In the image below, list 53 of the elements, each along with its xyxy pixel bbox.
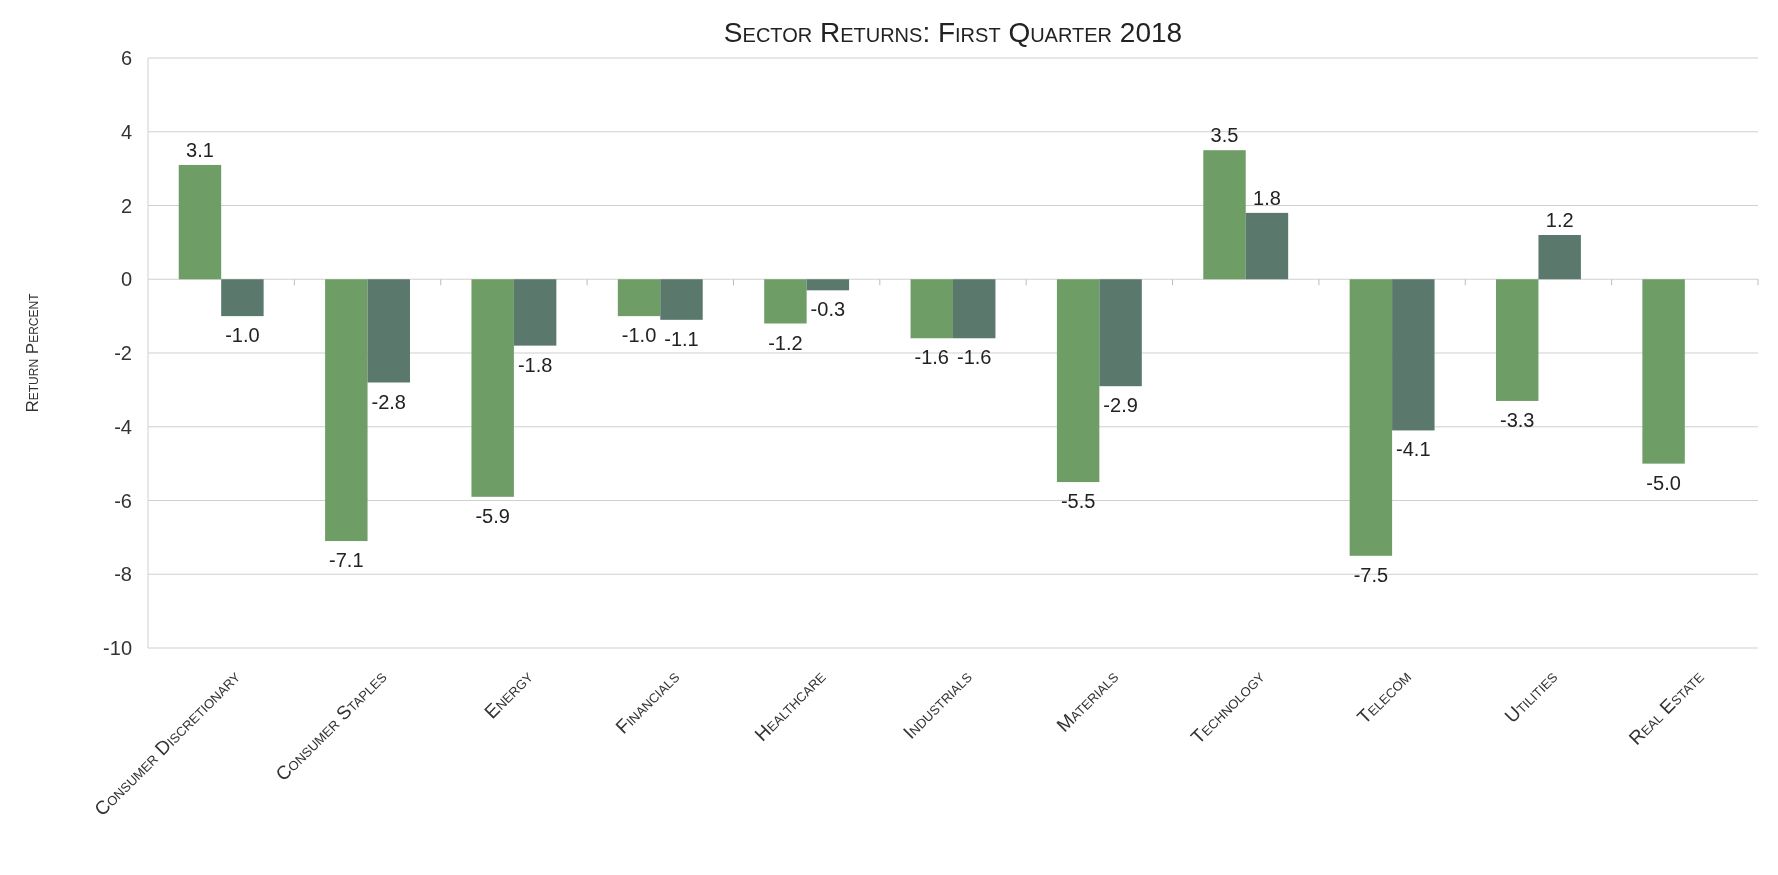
bar xyxy=(764,279,807,324)
bar xyxy=(660,279,703,320)
data-label: -7.1 xyxy=(329,549,364,572)
data-label: -7.5 xyxy=(1353,563,1389,586)
y-tick-label: 0 xyxy=(120,268,132,291)
y-tick-label: 6 xyxy=(120,47,132,69)
bar xyxy=(1245,212,1289,280)
data-label: -1.6 xyxy=(914,346,950,369)
bar xyxy=(1642,279,1685,464)
bar xyxy=(367,279,410,383)
data-label: -1.0 xyxy=(621,324,657,347)
y-tick-label: -2 xyxy=(114,342,132,364)
y-tick-label: -6 xyxy=(114,489,132,512)
data-label: -1.6 xyxy=(956,346,992,369)
y-tick-label: 2 xyxy=(120,194,132,217)
bar xyxy=(1349,279,1393,556)
y-axis-title: Return Percent xyxy=(23,292,42,413)
bar xyxy=(910,279,953,339)
bar xyxy=(1099,279,1142,387)
y-tick-label: -10 xyxy=(103,637,132,659)
bar xyxy=(471,279,514,497)
data-label: -5.9 xyxy=(475,504,510,527)
data-label: -1.1 xyxy=(664,327,699,350)
bar xyxy=(806,279,850,291)
data-label: 3.1 xyxy=(186,138,214,161)
bar xyxy=(178,164,222,280)
data-label: -5.5 xyxy=(1060,490,1096,513)
data-label: 1.2 xyxy=(1545,209,1574,231)
data-label: -1.0 xyxy=(225,324,260,347)
bar xyxy=(1538,235,1581,280)
data-label: 1.8 xyxy=(1253,186,1281,209)
data-label: -2.9 xyxy=(1103,394,1138,417)
bar xyxy=(617,279,661,317)
data-label: -1.2 xyxy=(768,331,803,354)
y-tick-label: 4 xyxy=(120,120,132,143)
bar xyxy=(221,279,264,317)
data-label: -4.1 xyxy=(1396,438,1431,461)
y-tick-label: -8 xyxy=(114,563,132,586)
data-label: -3.3 xyxy=(1500,408,1535,431)
bar xyxy=(513,279,557,346)
data-label: -1.8 xyxy=(517,353,553,376)
data-label: 3.5 xyxy=(1210,124,1239,147)
bar xyxy=(953,279,996,339)
data-label: -2.8 xyxy=(371,390,406,413)
bar xyxy=(1056,279,1100,483)
bar xyxy=(325,279,368,542)
y-tick-label: -4 xyxy=(114,415,132,438)
bar xyxy=(1203,150,1246,280)
bar xyxy=(1496,279,1539,401)
data-label: -0.3 xyxy=(810,298,846,321)
data-label: -5.0 xyxy=(1646,471,1681,494)
bar xyxy=(1392,279,1435,431)
chart-title: Sector Returns: First Quarter 2018 xyxy=(723,17,1183,48)
